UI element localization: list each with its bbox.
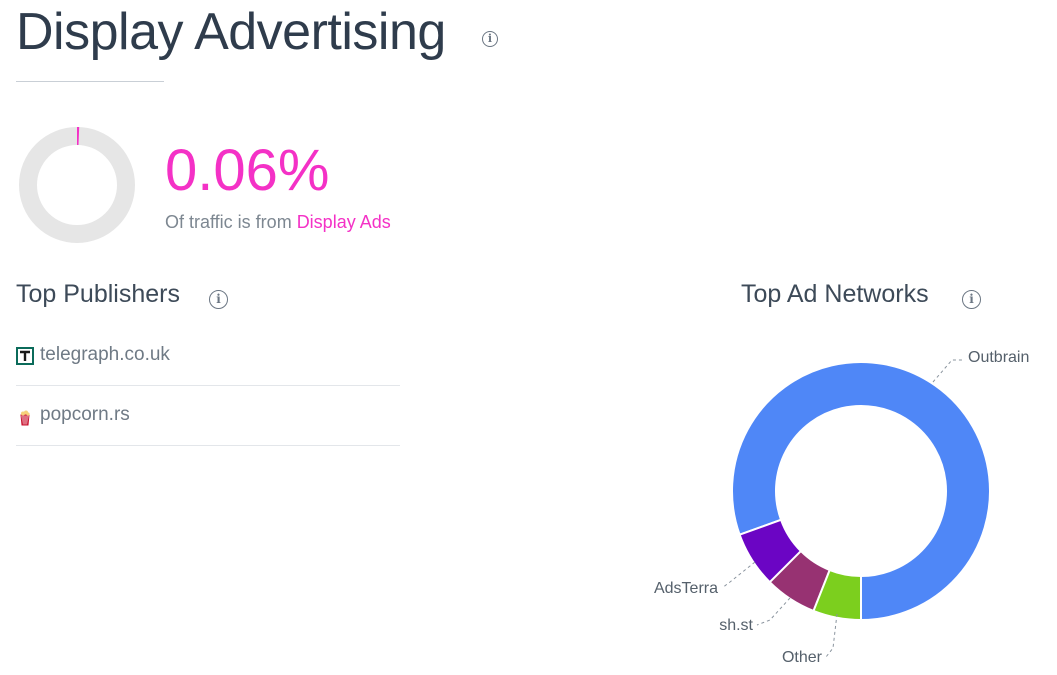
top-publishers-info-icon[interactable]: i <box>209 290 228 309</box>
top-ad-networks-title: Top Ad Networks <box>741 280 929 308</box>
page-title: Display Advertising <box>16 3 446 61</box>
label-leader-other <box>825 613 838 658</box>
donut-slice-outbrain[interactable] <box>731 361 991 622</box>
publisher-name[interactable]: telegraph.co.uk <box>40 344 170 365</box>
slice-label-other[interactable]: Other <box>782 649 823 666</box>
top-ad-networks-info-icon[interactable]: i <box>962 290 981 309</box>
publisher-row-popcorn[interactable]: popcorn.rs <box>16 386 400 446</box>
label-leader-sh-st <box>756 597 791 626</box>
slice-label-adsterra: AdsTerra <box>654 580 718 597</box>
publisher-name[interactable]: popcorn.rs <box>40 404 130 425</box>
traffic-share-caption-text: Of traffic is from <box>165 212 297 232</box>
slice-label-sh-st: sh.st <box>719 617 753 634</box>
label-leader-outbrain <box>932 359 962 383</box>
popcorn-favicon-icon <box>20 410 30 426</box>
traffic-share-ring <box>19 127 135 243</box>
publisher-row-telegraph[interactable]: telegraph.co.uk <box>16 326 400 386</box>
slice-label-outbrain: Outbrain <box>968 349 1029 366</box>
telegraph-favicon-icon <box>16 347 34 365</box>
ad-networks-donut-chart: Outbrain AdsTerra sh.st Other <box>654 349 1029 666</box>
title-divider <box>16 81 164 82</box>
label-leader-adsterra <box>721 561 756 589</box>
info-icon[interactable]: i <box>482 31 498 47</box>
traffic-share-ring-track <box>19 127 135 243</box>
top-publishers-title: Top Publishers <box>16 280 180 308</box>
display-ads-link[interactable]: Display Ads <box>296 212 391 232</box>
traffic-share-value: 0.06% <box>165 138 330 203</box>
traffic-share-caption: Of traffic is from Display Ads <box>165 212 391 233</box>
donut-slice-other[interactable] <box>812 568 862 622</box>
